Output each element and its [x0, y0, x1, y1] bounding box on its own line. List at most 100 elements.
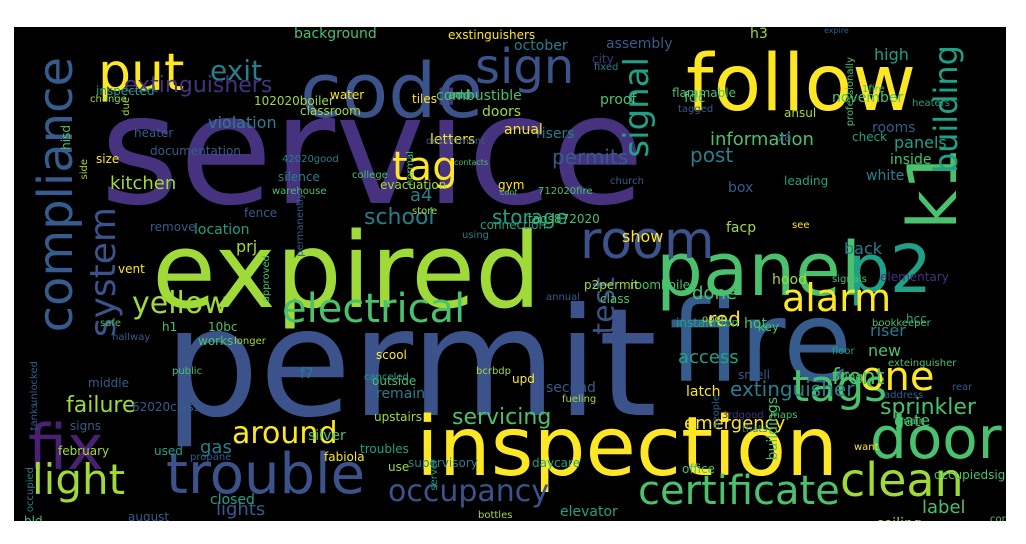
word-church: church [610, 176, 644, 187]
word-ansul: ansul [784, 106, 817, 120]
word-doors: doors [482, 104, 522, 120]
word-background: background [294, 27, 377, 42]
word-inside: inside [890, 152, 932, 168]
word-trouble: trouble [166, 442, 366, 507]
word-102020boiler: 102020boiler [254, 94, 334, 108]
word-troubles: troubles [360, 442, 409, 456]
word-hisd: hisd [59, 125, 73, 150]
word-propane: propane [190, 452, 232, 463]
word-compliance: compliance [28, 57, 84, 333]
word-office: office [682, 462, 715, 476]
word-college: college [352, 170, 388, 181]
word-room: room [580, 211, 715, 271]
word-rear: rear [952, 382, 973, 393]
word-one: one [860, 354, 935, 400]
word-bring: bring [832, 370, 864, 384]
word-gym: gym [498, 178, 525, 192]
word-yellow: yellow [132, 286, 228, 321]
word-expired: expired [152, 210, 542, 332]
word-august: august [128, 510, 170, 521]
word-remove: remove [150, 220, 196, 234]
word-fence: fence [244, 206, 278, 220]
word-letters: letters [430, 132, 476, 148]
word-daycare: daycare [532, 456, 581, 470]
word-approved: approved [261, 255, 272, 303]
word-information: information [710, 129, 814, 150]
word-10bc: 10bc [208, 320, 238, 334]
word-red: red [708, 307, 741, 331]
word-lights: lights [216, 499, 266, 520]
word-h1: h1 [162, 320, 178, 334]
word-combustible: combustible [436, 88, 522, 104]
word-fueling: fueling [562, 394, 597, 405]
word-electrical: electrical [282, 286, 466, 332]
word-hot: hot [744, 316, 767, 332]
word-see: see [792, 220, 810, 231]
word-occupied: occupied [25, 467, 36, 513]
word-key: key [758, 320, 780, 334]
word-bookkeeper: bookkeeper [872, 318, 931, 329]
word-department: department [426, 136, 486, 147]
word-712020fire: 712020fire [538, 186, 593, 197]
word-storage: storage [492, 205, 568, 229]
word-supervisory: supervisory [408, 456, 478, 470]
word-put: put [98, 43, 185, 103]
word-panels: panels [894, 133, 947, 152]
word-white: white [866, 168, 905, 184]
word-service: service [100, 62, 645, 239]
word-evacuation: evacuation [380, 178, 447, 192]
word-february: february [58, 444, 110, 458]
word-panel: panel [656, 227, 862, 313]
word-using: using [462, 230, 490, 241]
word-risers: risers [536, 126, 575, 142]
word-scool: scool [376, 348, 407, 362]
word-h3: h3 [750, 27, 768, 42]
word-warehouse: warehouse [272, 186, 327, 197]
word-october: october [514, 38, 568, 54]
word-tagged: tagged [678, 104, 714, 115]
word-certificate: certificate [638, 468, 840, 514]
word-annual: annual [546, 292, 581, 303]
word-outside: outside [372, 374, 417, 388]
word-inspected: inspected [96, 84, 155, 98]
word-tanks: tanks [29, 403, 40, 431]
word-location: location [194, 222, 250, 238]
word-size: size [96, 152, 120, 166]
word-cloud: service permit inspection expired fire code fo… [14, 27, 1006, 521]
word-buildings: buildings [765, 397, 781, 461]
word-inspection: inspection [416, 400, 839, 495]
word-3rdgood: 3rdgood [722, 410, 764, 421]
word-school: school [364, 205, 435, 230]
word-want: want [854, 442, 879, 453]
word-hcc: hcc [906, 312, 927, 326]
word-front: front [832, 365, 885, 390]
word-prj: prj [236, 237, 258, 256]
word-middle: middle [88, 376, 129, 390]
word-kitchen: kitchen [110, 173, 177, 194]
word-elementary: elementary [880, 270, 949, 284]
word-exit: exit [210, 54, 263, 87]
word-p2: p2 [848, 231, 932, 308]
word-permits: permits [552, 145, 629, 169]
word-post: post [690, 143, 734, 167]
word-floor: floor [832, 346, 855, 357]
word-alarm: alarm [782, 276, 892, 320]
word-gas: gas [200, 437, 232, 458]
word-check: check [852, 130, 888, 144]
word-back: back [844, 239, 883, 258]
word-elevator: elevator [560, 504, 618, 520]
word-signs: signs [70, 419, 102, 433]
word-gate: gate [894, 411, 931, 430]
word-za: za [778, 130, 792, 144]
word-unlocked: unlocked [29, 361, 40, 407]
word-documentation: documentation [150, 144, 241, 158]
word-connection: connection [480, 218, 547, 232]
word-contacts: contacts [454, 158, 489, 167]
word-professionally: professionally [845, 57, 856, 127]
word-upstairs: upstairs [374, 410, 423, 424]
word-flammable: flammable [672, 86, 736, 100]
word-latch: latch [686, 384, 721, 400]
word-second: second [546, 380, 596, 396]
word-assembly: assembly [606, 36, 673, 52]
word-signals: signals [832, 274, 867, 285]
